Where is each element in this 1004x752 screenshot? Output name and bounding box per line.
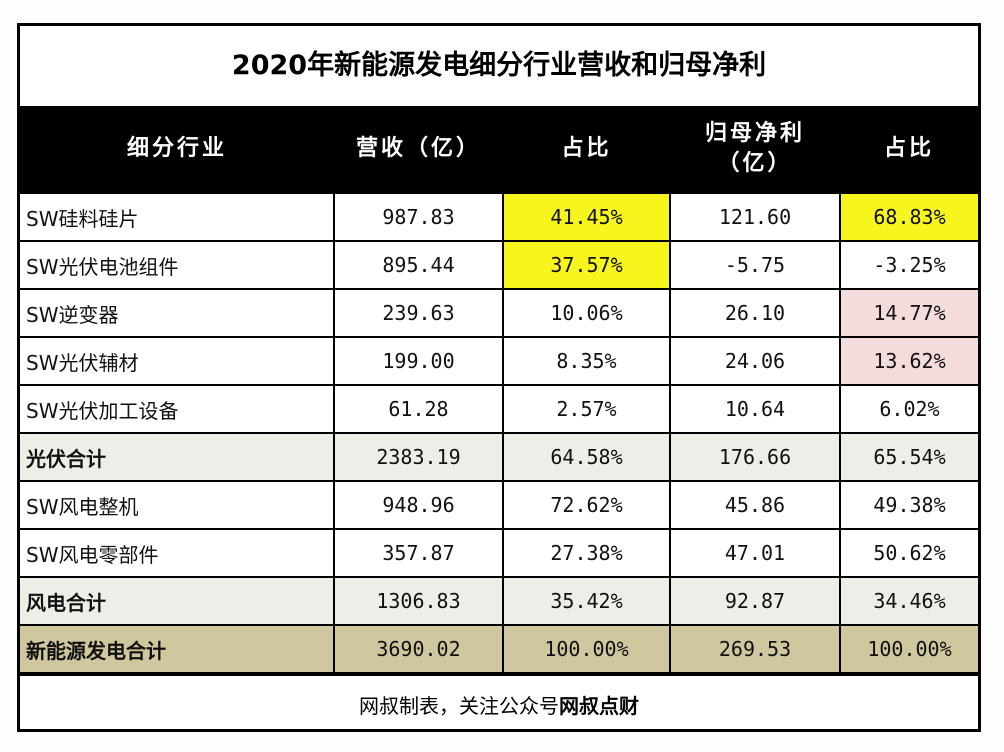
cell-revenue-share: 72.62% (502, 480, 671, 530)
cell-profit-share: 34.46% (839, 576, 978, 626)
cell-net-profit: 24.06 (669, 336, 841, 386)
cell-industry: 新能源发电合计 (20, 624, 335, 674)
cell-profit-share: 13.62% (839, 336, 978, 386)
cell-revenue-share: 37.57% (502, 240, 671, 290)
subtotal-row: 风电合计 1306.83 35.42% 92.87 34.46% (20, 576, 978, 626)
table-card: 2020年新能源发电细分行业营收和归母净利 细分行业 营收（亿） 占比 归母净利… (17, 23, 981, 732)
footer-prefix: 网叔制表，关注公众号 (359, 694, 559, 718)
data-table: 细分行业 营收（亿） 占比 归母净利 （亿） 占比 SW硅料硅片 987.83 41… (20, 106, 978, 674)
cell-net-profit: 121.60 (669, 192, 841, 242)
cell-revenue: 199.00 (333, 336, 504, 386)
footer-note: 网叔制表，关注公众号网叔点财 (20, 674, 978, 736)
cell-revenue-share: 10.06% (502, 288, 671, 338)
footer-brand: 网叔点财 (559, 694, 639, 718)
table-row: SW硅料硅片 987.83 41.45% 121.60 68.83% (20, 192, 978, 242)
table-title: 2020年新能源发电细分行业营收和归母净利 (231, 50, 767, 81)
header-revenue: 营收（亿） (334, 106, 503, 193)
cell-industry: SW光伏电池组件 (20, 240, 335, 290)
table-row: SW光伏加工设备 61.28 2.57% 10.64 6.02% (20, 384, 978, 434)
cell-revenue: 2383.19 (333, 432, 504, 482)
header-row: 细分行业 营收（亿） 占比 归母净利 （亿） 占比 (20, 106, 978, 193)
cell-revenue: 1306.83 (333, 576, 504, 626)
header-profit-share: 占比 (840, 106, 978, 193)
subtotal-row: 光伏合计 2383.19 64.58% 176.66 65.54% (20, 432, 978, 482)
cell-revenue-share: 8.35% (502, 336, 671, 386)
cell-net-profit: 269.53 (669, 624, 841, 674)
cell-net-profit: -5.75 (669, 240, 841, 290)
cell-industry: SW光伏加工设备 (20, 384, 335, 434)
cell-industry: SW光伏辅材 (20, 336, 335, 386)
cell-revenue-share: 100.00% (502, 624, 671, 674)
cell-profit-share: 100.00% (839, 624, 978, 674)
cell-net-profit: 10.64 (669, 384, 841, 434)
cell-industry: 光伏合计 (20, 432, 335, 482)
cell-revenue: 948.96 (333, 480, 504, 530)
cell-net-profit: 176.66 (669, 432, 841, 482)
cell-net-profit: 92.87 (669, 576, 841, 626)
cell-revenue: 3690.02 (333, 624, 504, 674)
cell-revenue-share: 27.38% (502, 528, 671, 578)
cell-industry: SW硅料硅片 (20, 192, 335, 242)
table-row: SW风电零部件 357.87 27.38% 47.01 50.62% (20, 528, 978, 578)
cell-profit-share: 14.77% (839, 288, 978, 338)
cell-revenue-share: 35.42% (502, 576, 671, 626)
cell-industry: SW风电整机 (20, 480, 335, 530)
cell-net-profit: 47.01 (669, 528, 841, 578)
cell-net-profit: 26.10 (669, 288, 841, 338)
cell-revenue: 987.83 (333, 192, 504, 242)
cell-revenue-share: 41.45% (502, 192, 671, 242)
cell-industry: SW逆变器 (20, 288, 335, 338)
table-row: SW光伏辅材 199.00 8.35% 24.06 13.62% (20, 336, 978, 386)
total-row: 新能源发电合计 3690.02 100.00% 269.53 100.00% (20, 624, 978, 674)
cell-profit-share: 50.62% (839, 528, 978, 578)
table-row: SW光伏电池组件 895.44 37.57% -5.75 -3.25% (20, 240, 978, 290)
header-industry: 细分行业 (20, 106, 334, 193)
cell-net-profit: 45.86 (669, 480, 841, 530)
cell-profit-share: 6.02% (839, 384, 978, 434)
cell-profit-share: 65.54% (839, 432, 978, 482)
cell-revenue-share: 64.58% (502, 432, 671, 482)
cell-industry: 风电合计 (20, 576, 335, 626)
cell-profit-share: 68.83% (839, 192, 978, 242)
cell-revenue: 61.28 (333, 384, 504, 434)
cell-profit-share: -3.25% (839, 240, 978, 290)
cell-revenue: 239.63 (333, 288, 504, 338)
header-revenue-share: 占比 (503, 106, 670, 193)
table-row: SW风电整机 948.96 72.62% 45.86 49.38% (20, 480, 978, 530)
cell-revenue: 895.44 (333, 240, 504, 290)
table-row: SW逆变器 239.63 10.06% 26.10 14.77% (20, 288, 978, 338)
cell-profit-share: 49.38% (839, 480, 978, 530)
cell-industry: SW风电零部件 (20, 528, 335, 578)
cell-revenue-share: 2.57% (502, 384, 671, 434)
header-net-profit: 归母净利 （亿） (670, 106, 840, 193)
cell-revenue: 357.87 (333, 528, 504, 578)
